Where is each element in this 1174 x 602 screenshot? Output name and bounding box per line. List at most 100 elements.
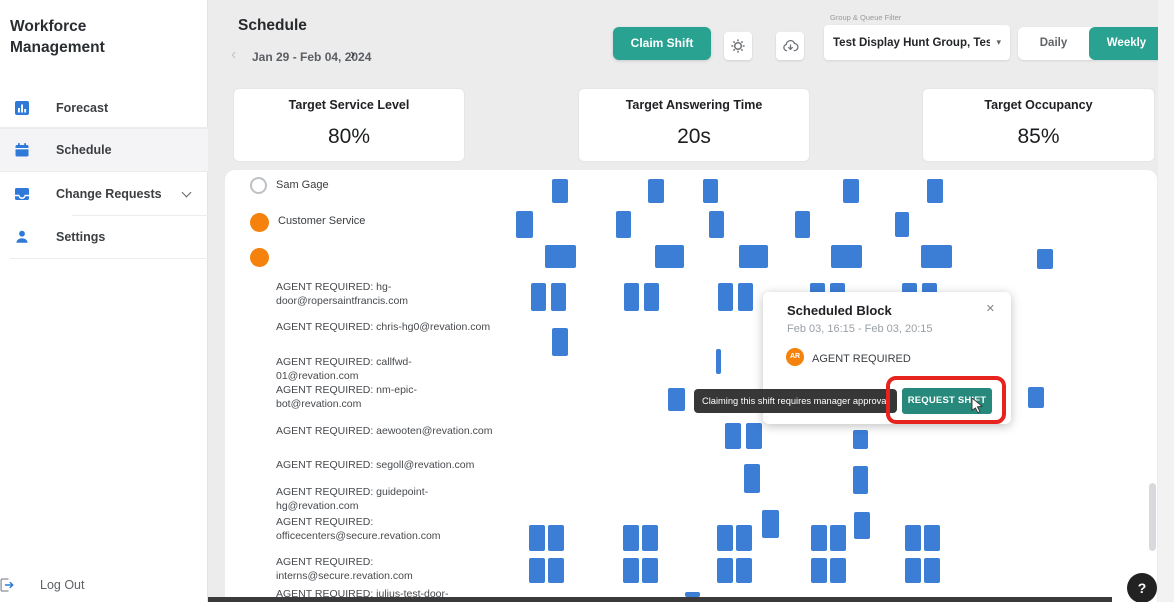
- schedule-block[interactable]: [551, 283, 566, 311]
- schedule-block[interactable]: [623, 558, 639, 583]
- schedule-row-agent-required-callfwd-01-revation-com: AGENT REQUIRED: callfwd-01@revation.com: [250, 356, 494, 383]
- schedule-block[interactable]: [548, 525, 564, 551]
- schedule-block[interactable]: [648, 179, 664, 203]
- schedule-block[interactable]: [895, 212, 909, 237]
- row-label: AGENT REQUIRED: aewooten@revation.com: [276, 425, 493, 437]
- row-label: AGENT REQUIRED: interns@secure.revation.…: [276, 556, 413, 582]
- sidebar-item-forecast[interactable]: Forecast: [0, 88, 208, 128]
- schedule-block[interactable]: [927, 179, 943, 203]
- schedule-block[interactable]: [1028, 387, 1044, 408]
- schedule-block[interactable]: [548, 558, 564, 583]
- schedule-block[interactable]: [668, 388, 685, 411]
- cloud-download-button[interactable]: [776, 32, 804, 60]
- schedule-block[interactable]: [703, 179, 718, 203]
- schedule-block[interactable]: [924, 525, 940, 551]
- schedule-block[interactable]: [552, 328, 568, 356]
- group-queue-filter-select[interactable]: Test Display Hunt Group, Tes... ▾: [824, 25, 1010, 60]
- schedule-block[interactable]: [853, 430, 868, 449]
- schedule-block[interactable]: [725, 423, 741, 449]
- schedule-block[interactable]: [616, 211, 631, 238]
- group-queue-filter-label: Group & Queue Filter: [830, 13, 902, 22]
- app-title: Workforce Management: [10, 18, 105, 56]
- right-edge-strip: [1158, 0, 1174, 602]
- previous-week-button[interactable]: ‹: [231, 46, 237, 63]
- row-label: AGENT REQUIRED: guidepoint-hg@revation.c…: [276, 486, 429, 512]
- weekly-toggle-button[interactable]: Weekly: [1089, 27, 1164, 60]
- page-title: Schedule: [238, 17, 307, 34]
- schedule-block[interactable]: [642, 525, 658, 551]
- schedule-block[interactable]: [709, 211, 724, 238]
- schedule-block[interactable]: [811, 525, 827, 551]
- schedule-block[interactable]: [717, 525, 733, 551]
- schedule-block[interactable]: [736, 558, 752, 583]
- schedule-block[interactable]: [644, 283, 659, 311]
- schedule-block[interactable]: [831, 245, 862, 268]
- claim-shift-button[interactable]: Claim Shift: [613, 27, 711, 60]
- sidebar-item-schedule[interactable]: Schedule: [0, 128, 208, 172]
- schedule-block[interactable]: [905, 525, 921, 551]
- request-shift-button[interactable]: REQUEST SHIFT: [902, 388, 992, 414]
- schedule-block[interactable]: [552, 179, 568, 203]
- date-range: Jan 29 - Feb 04, 2024: [252, 50, 372, 64]
- schedule-block[interactable]: [529, 558, 545, 583]
- logout-icon: [0, 577, 16, 593]
- row-label: Customer Service: [278, 215, 366, 227]
- schedule-block[interactable]: [744, 464, 760, 493]
- close-icon[interactable]: ✕: [985, 303, 995, 315]
- schedule-block[interactable]: [854, 512, 870, 539]
- schedule-block[interactable]: [623, 525, 639, 551]
- schedule-block[interactable]: [746, 423, 762, 449]
- vertical-scrollbar[interactable]: [1149, 483, 1156, 551]
- schedule-block[interactable]: [1037, 249, 1053, 269]
- schedule-block[interactable]: [739, 245, 768, 268]
- schedule-block[interactable]: [717, 558, 733, 583]
- daily-toggle-button[interactable]: Daily: [1039, 37, 1068, 49]
- schedule-block[interactable]: [830, 558, 846, 583]
- schedule-row-agent-required-officecenters-secure-reva: AGENT REQUIRED: officecenters@secure.rev…: [250, 516, 494, 543]
- popup-time-range: Feb 03, 16:15 - Feb 03, 20:15: [787, 323, 933, 335]
- sidebar-item-change-requests[interactable]: Change Requests: [0, 172, 208, 216]
- next-week-button[interactable]: ›: [350, 46, 356, 63]
- logout-label: Log Out: [40, 578, 85, 592]
- chevron-down-icon: [181, 187, 192, 197]
- kpi-value: 80%: [327, 125, 371, 148]
- schedule-row-agent-required-chris-hg0-revation-com: AGENT REQUIRED: chris-hg0@revation.com: [250, 321, 494, 335]
- agent-required-badge: AR: [786, 348, 804, 366]
- filter-selected-value: Test Display Hunt Group, Tes...: [833, 36, 991, 49]
- schedule-block[interactable]: [545, 245, 576, 268]
- schedule-block[interactable]: [529, 525, 545, 551]
- schedule-block[interactable]: [531, 283, 546, 311]
- schedule-block[interactable]: [843, 179, 859, 203]
- sidebar-item-settings[interactable]: Settings: [0, 216, 208, 258]
- schedule-block[interactable]: [795, 211, 810, 238]
- schedule-block[interactable]: [685, 592, 700, 597]
- schedule-block[interactable]: [655, 245, 684, 268]
- popup-title: Scheduled Block: [787, 303, 892, 318]
- logout-button[interactable]: Log Out: [0, 572, 208, 598]
- radio-circle-icon[interactable]: [250, 177, 267, 194]
- kpi-title: Target Service Level: [288, 98, 410, 112]
- inbox-icon: [14, 186, 32, 202]
- schedule-block[interactable]: [738, 283, 753, 311]
- settings-button[interactable]: [724, 32, 752, 60]
- schedule-block[interactable]: [921, 245, 952, 268]
- help-button[interactable]: ?: [1127, 573, 1157, 602]
- schedule-block[interactable]: [718, 283, 733, 311]
- schedule-row-agent-required-segoll-revation-com: AGENT REQUIRED: segoll@revation.com: [250, 459, 494, 473]
- schedule-block[interactable]: [624, 283, 639, 311]
- schedule-block[interactable]: [924, 558, 940, 583]
- schedule-block[interactable]: [830, 525, 846, 551]
- kpi-card-target-occupancy: Target Occupancy 85%: [922, 88, 1155, 162]
- schedule-row-customer-service: Customer Service: [250, 213, 496, 232]
- schedule-block[interactable]: [905, 558, 921, 583]
- schedule-block[interactable]: [516, 211, 533, 238]
- calendar-icon: [14, 142, 32, 158]
- schedule-block[interactable]: [762, 510, 779, 538]
- schedule-block[interactable]: [811, 558, 827, 583]
- schedule-block[interactable]: [642, 558, 658, 583]
- schedule-block[interactable]: [853, 466, 868, 494]
- sidebar-item-label: Settings: [56, 230, 106, 244]
- row-label: Sam Gage: [276, 179, 329, 191]
- schedule-block[interactable]: [736, 525, 752, 551]
- schedule-block[interactable]: [716, 349, 721, 374]
